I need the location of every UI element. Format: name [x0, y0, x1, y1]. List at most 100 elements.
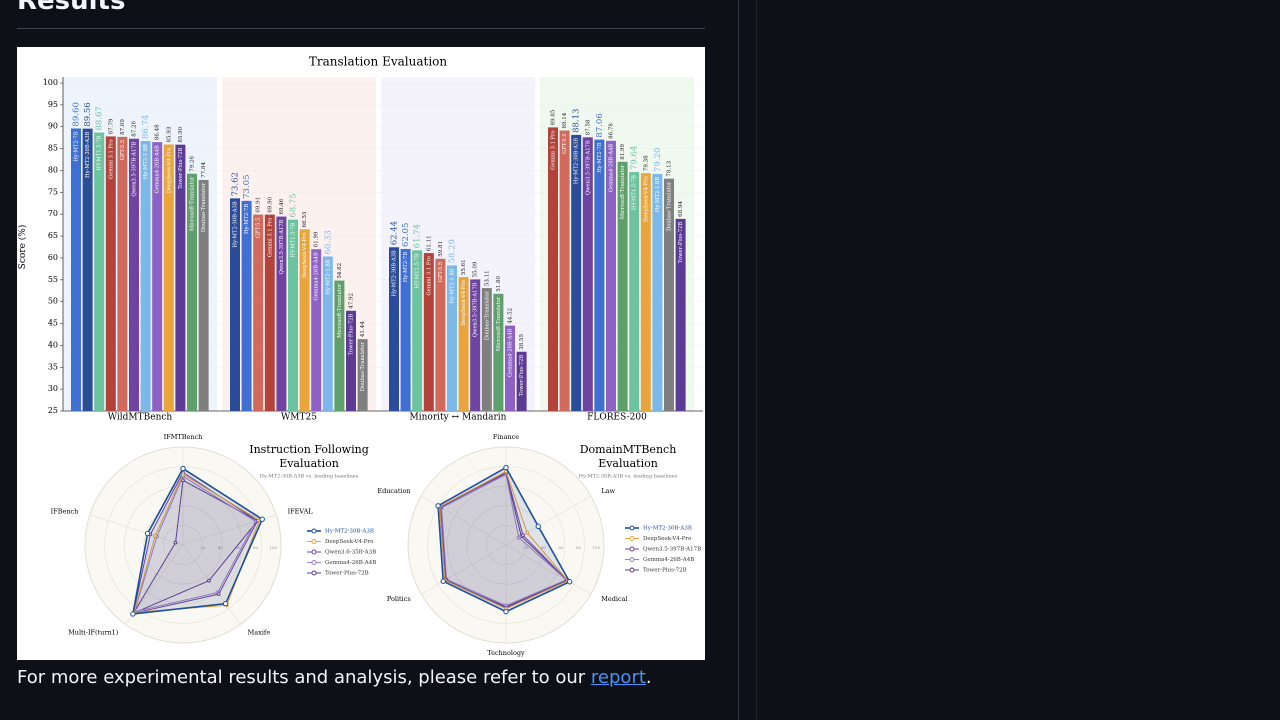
bar [675, 218, 686, 411]
legend-label: Tower-Plus-72B [643, 568, 687, 574]
bar-model-label: HY-MT1.5-7B [97, 135, 103, 170]
bar-model-label: GPT-5.5 [562, 133, 568, 153]
radar-point [435, 503, 441, 509]
value-label: 61.11 [426, 235, 432, 251]
bar-model-label: GPT-5.5 [120, 140, 126, 160]
radar-point [525, 530, 530, 535]
bar [470, 279, 481, 411]
radar-point [259, 516, 265, 522]
value-label: 59.81 [438, 241, 444, 257]
value-label: 85.93 [166, 126, 172, 142]
bar-model-label: Qwen3.5-397B-A17B [473, 282, 479, 337]
radar-spoke [505, 544, 592, 595]
legend-label: DeepSeek-V4-Pro [325, 539, 374, 545]
bar-model-label: Hy-MT2-1.8B [450, 268, 456, 303]
bar [94, 132, 105, 411]
value-label: 58.29 [448, 239, 458, 263]
radar-area [131, 467, 264, 615]
value-label: 89.56 [83, 102, 93, 126]
bar-model-label: Gemma4-26B-A4B [314, 252, 320, 301]
legend-marker [629, 546, 635, 552]
bar-model-label: Qwen3.5-397B-A17B [132, 142, 138, 197]
bar-model-label: Tower-Plus-72B [519, 355, 525, 396]
y-axis-label: Score (%) [17, 225, 28, 270]
radar-axis-label: Finance [493, 433, 519, 441]
radar-tick-label: 40 [218, 545, 224, 550]
group-label: FLORES-200 [587, 413, 647, 423]
radar-spoke [420, 495, 507, 546]
bar [559, 130, 570, 412]
y-tick-label: 40 [48, 340, 58, 349]
bar [105, 136, 116, 411]
bar-model-label: Hy-MT2-7B [597, 142, 603, 172]
value-label: 79.26 [190, 155, 196, 171]
value-label: 38.55 [519, 333, 525, 349]
value-label: 47.92 [349, 293, 355, 309]
bar-model-label: Gemini 3.1 Pro [426, 256, 432, 295]
bar [400, 248, 411, 411]
y-tick-label: 45 [48, 319, 58, 328]
radar-title: DomainMTBench [580, 443, 677, 456]
bar [435, 258, 446, 411]
value-label: 55.09 [473, 261, 479, 277]
bar [82, 128, 93, 411]
value-label: 69.91 [256, 197, 262, 213]
value-label: 73.62 [231, 172, 241, 196]
group-label: WMT25 [281, 413, 317, 423]
bar [516, 351, 527, 411]
y-tick-label: 100 [43, 78, 58, 87]
bar-model-label: DeepSeek-V4-Pro [302, 232, 308, 278]
radar-axis-label: IFEVAL [288, 508, 314, 516]
report-link[interactable]: report [590, 667, 646, 688]
bar-model-label: Hy-MT2-7B [74, 131, 80, 161]
value-label: 44.52 [508, 308, 514, 324]
y-tick-label: 60 [48, 253, 58, 262]
radar-tick-label: 80 [253, 545, 259, 550]
radar-tick-label: 100 [269, 545, 277, 550]
bar-model-label: Doubao-Translator [201, 182, 207, 232]
y-tick-label: 85 [48, 144, 58, 153]
bar-model-label: Hy-MT2-1.8B [325, 259, 331, 294]
radar-axis-label: Education [377, 487, 410, 495]
value-label: 86.74 [141, 115, 151, 139]
value-label: 41.44 [360, 321, 366, 337]
legend-marker [311, 560, 317, 565]
bar-model-label: Hy-MT2-1.8B [143, 144, 149, 179]
bar-model-label: Microsoft-Translator [620, 164, 626, 219]
legend-marker [311, 528, 317, 534]
radar-spoke [420, 544, 507, 595]
bar-model-label: Tower-Plus-72B [178, 147, 184, 188]
radar-axis-label: Law [601, 487, 615, 495]
bar-model-label: Tower-Plus-72B [678, 222, 684, 263]
y-tick-label: 30 [48, 384, 58, 393]
bar [617, 161, 628, 411]
bar [71, 128, 81, 411]
bar-model-label: Qwen3.5-397B-A17B [279, 219, 285, 274]
bar-model-label: Doubao-Translator [667, 181, 673, 231]
bar [423, 253, 434, 411]
bar-model-label: Gemma4-26B-A4B [155, 145, 161, 194]
bar-model-label: Microsoft-Translator [190, 176, 196, 231]
bar [606, 140, 616, 411]
y-tick-label: 50 [48, 297, 58, 306]
bar [311, 249, 322, 411]
bar [481, 288, 492, 411]
bar [276, 216, 287, 411]
value-label: 68.94 [678, 201, 684, 217]
radar-point [222, 600, 229, 607]
radar-tick-label: 40 [541, 545, 547, 550]
radar-subtitle: Hy-MT2-30B-A3B vs. leading baselines [579, 474, 678, 480]
radar-point [173, 540, 178, 545]
radar-axis-label: Medical [601, 595, 627, 603]
bar-model-label: Hy-MT2-30B-A3B [233, 201, 239, 247]
bar-model-label: Hy-MT2-7B [244, 204, 250, 234]
y-tick-label: 80 [48, 165, 58, 174]
bar-model-label: GPT-5.5 [256, 218, 262, 238]
legend-label: Hy-MT2-30B-A3B [325, 529, 374, 535]
y-tick-label: 65 [48, 231, 58, 240]
bar-model-label: DeepSeek-V4-Pro [166, 148, 172, 194]
radar-axis-label: IFMTBench [164, 433, 203, 441]
bar-model-label: Doubao-Translator [360, 342, 366, 392]
value-label: 61.99 [314, 231, 320, 247]
value-label: 88.67 [95, 106, 105, 130]
